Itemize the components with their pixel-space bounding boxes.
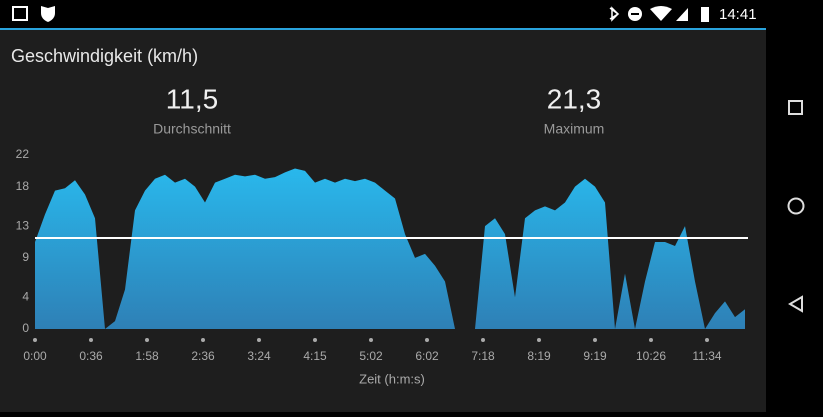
y-tick-label: 9 <box>22 250 29 264</box>
wifi-icon <box>650 6 672 21</box>
x-tick-label: 10:26 <box>636 349 666 363</box>
bluetooth-icon <box>609 6 620 22</box>
x-tick-dot <box>33 338 37 342</box>
x-tick-dot <box>201 338 205 342</box>
stat-value: 21,3 <box>547 83 602 114</box>
back-button[interactable] <box>788 295 803 313</box>
status-bar <box>0 0 766 28</box>
clock: 14:41 <box>719 6 757 23</box>
y-tick-label: 18 <box>16 179 30 193</box>
stat-label: Durchschnitt <box>153 121 231 137</box>
x-tick-dot <box>705 338 709 342</box>
x-tick-label: 0:00 <box>23 349 47 363</box>
home-button[interactable] <box>787 197 805 215</box>
x-tick-label: 5:02 <box>359 349 383 363</box>
signal-icon <box>676 8 688 21</box>
y-tick-label: 13 <box>16 218 30 232</box>
y-tick-label: 4 <box>22 290 29 304</box>
x-tick-dot <box>649 338 653 342</box>
x-tick-label: 9:19 <box>583 349 607 363</box>
x-tick-dot <box>89 338 93 342</box>
y-tick-label: 0 <box>22 321 29 335</box>
image-icon <box>12 6 28 21</box>
x-tick-dot <box>313 338 317 342</box>
x-tick-dot <box>145 338 149 342</box>
stat-label: Maximum <box>544 121 605 137</box>
dnd-bar <box>631 13 639 15</box>
x-tick-dot <box>369 338 373 342</box>
x-tick-label: 0:36 <box>79 349 103 363</box>
x-tick-label: 11:34 <box>692 349 721 363</box>
accent-line <box>0 28 766 30</box>
x-tick-label: 4:15 <box>303 349 327 363</box>
x-tick-label: 3:24 <box>247 349 271 363</box>
x-tick-dot <box>425 338 429 342</box>
y-tick-label: 22 <box>16 147 30 161</box>
x-tick-label: 2:36 <box>191 349 215 363</box>
speed-area <box>35 168 745 329</box>
battery-icon <box>701 7 709 22</box>
recents-button[interactable] <box>788 100 803 115</box>
x-tick-label: 1:58 <box>135 349 159 363</box>
chart-title: Geschwindigkeit (km/h) <box>11 46 198 66</box>
x-tick-dot <box>593 338 597 342</box>
shield-icon <box>41 6 55 22</box>
x-tick-label: 6:02 <box>415 349 439 363</box>
x-axis-label: Zeit (h:m:s) <box>359 371 425 386</box>
x-tick-label: 7:18 <box>471 349 495 363</box>
x-tick-label: 8:19 <box>527 349 551 363</box>
x-tick-dot <box>257 338 261 342</box>
x-tick-dot <box>481 338 485 342</box>
stat-value: 11,5 <box>166 83 218 114</box>
x-tick-dot <box>537 338 541 342</box>
